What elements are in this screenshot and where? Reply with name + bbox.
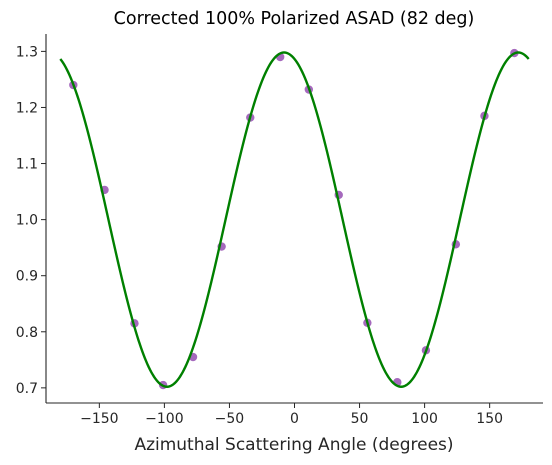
y-tick-label: 1.1	[16, 157, 38, 173]
fit-curve	[59, 51, 530, 388]
y-tick-label: 1.2	[16, 100, 38, 116]
chart-title: Corrected 100% Polarized ASAD (82 deg)	[114, 9, 475, 29]
plot-area	[59, 48, 530, 390]
y-axis: 0.7 0.8 0.9 1.0 1.1 1.2 1.3	[16, 34, 47, 403]
x-tick-label: 50	[351, 411, 369, 427]
y-tick-label: 1.3	[16, 44, 38, 60]
y-tick-label: 0.7	[16, 381, 38, 397]
x-tick-label: −150	[80, 411, 118, 427]
x-axis: −150 −100 −50 0 50 100 150	[46, 402, 543, 427]
x-tick-label: 100	[411, 411, 438, 427]
x-tick-label: 0	[290, 411, 299, 427]
x-tick-label: 150	[476, 411, 503, 427]
y-tick-label: 0.8	[16, 325, 38, 341]
x-tick-label: −50	[215, 411, 245, 427]
x-axis-label: Azimuthal Scattering Angle (degrees)	[134, 435, 453, 455]
x-tick-label: −100	[145, 411, 183, 427]
y-tick-label: 0.9	[16, 269, 38, 285]
y-tick-label: 1.0	[16, 213, 38, 229]
